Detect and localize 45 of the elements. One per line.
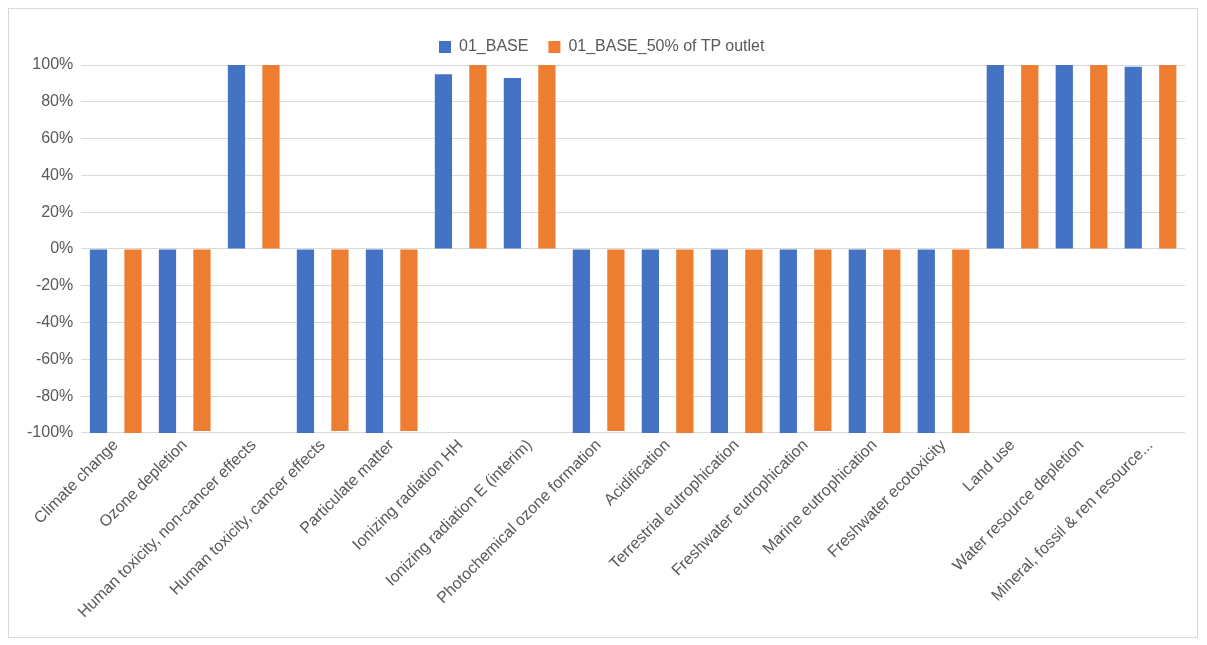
bar	[331, 249, 349, 432]
bar	[193, 249, 211, 432]
bar	[814, 249, 832, 432]
bar	[469, 65, 487, 249]
y-tick-label: 40%	[41, 165, 74, 183]
bar	[607, 249, 625, 432]
y-tick-label: 0%	[50, 239, 74, 257]
bar	[779, 249, 797, 433]
bar	[1055, 65, 1073, 249]
y-tick-label: 100%	[32, 55, 74, 73]
y-tick-label: -100%	[27, 423, 74, 441]
bar	[262, 65, 280, 249]
bar	[538, 65, 556, 249]
bar	[745, 249, 763, 433]
y-tick-label: 80%	[41, 92, 74, 110]
legend-label: 01_BASE	[459, 37, 529, 56]
legend-label: 01_BASE_50% of TP outlet	[568, 37, 765, 56]
bar	[1090, 65, 1108, 249]
bar	[848, 249, 866, 433]
bar	[986, 65, 1004, 249]
bar	[158, 249, 177, 433]
bar	[1159, 65, 1177, 249]
bar	[917, 249, 935, 433]
bar	[641, 249, 659, 433]
bar	[1021, 65, 1039, 249]
bar	[89, 249, 108, 433]
y-tick-label: 20%	[41, 202, 74, 220]
bar	[1124, 66, 1142, 249]
y-tick-label: -60%	[35, 349, 74, 367]
y-tick-label: 60%	[41, 128, 74, 146]
bar	[296, 249, 315, 433]
bar	[883, 249, 901, 433]
bar	[365, 249, 384, 433]
bar	[227, 65, 246, 249]
bar	[124, 249, 142, 433]
bar	[676, 249, 694, 433]
y-tick-label: -40%	[35, 312, 74, 330]
bar	[572, 249, 591, 433]
bar	[434, 74, 453, 249]
bar	[503, 77, 522, 249]
bar	[400, 249, 418, 432]
y-tick-label: -20%	[35, 276, 74, 294]
bar	[710, 249, 728, 433]
bar	[952, 249, 970, 433]
y-tick-label: -80%	[35, 386, 74, 404]
